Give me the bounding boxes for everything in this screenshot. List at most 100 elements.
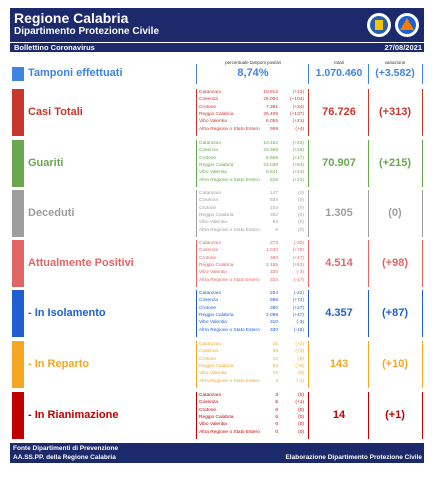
divider [422, 64, 423, 84]
bulletin-bar [10, 43, 424, 52]
title: Regione Calabria [14, 10, 129, 26]
divider [308, 290, 309, 337]
section-change: (+313) [378, 106, 412, 118]
region-change: (+17) [292, 155, 304, 161]
region-change: (-30) [293, 241, 304, 246]
region: Cosenza [199, 198, 218, 204]
section-change: (+87) [382, 307, 408, 319]
region-value: 6.055 [265, 119, 278, 125]
divider [196, 89, 197, 136]
tamponi-change: (+3.582) [375, 67, 415, 79]
divider [308, 64, 309, 84]
region: Vibo Valentia [199, 220, 227, 226]
divider [422, 190, 423, 237]
region: Altra Regione o Stato Estero [199, 177, 260, 183]
bulletin: Bollettino Coronavirus [14, 43, 95, 52]
divider [308, 190, 309, 237]
region-change: (+13) [292, 90, 304, 95]
region-change: (+1) [295, 400, 304, 406]
region-change: (0) [298, 371, 304, 377]
region-value: 94 [272, 220, 278, 226]
divider [308, 240, 309, 287]
region-value: 39 [272, 349, 278, 355]
section-label: Attualmente Positivi [28, 257, 134, 269]
region-value: 0 [275, 407, 278, 413]
section-label: Casi Totali [28, 106, 83, 118]
region-change: (+17) [292, 305, 304, 311]
region: Altra Regione o Stato Estero [199, 277, 260, 283]
region: Vibo Valentia [199, 371, 227, 377]
region-value: 320 [269, 270, 278, 276]
divider [196, 140, 197, 187]
section-marker [12, 290, 24, 337]
region: Vibo Valentia [199, 119, 227, 125]
region-value: 10 [272, 371, 278, 377]
region-value: 969 [269, 126, 278, 132]
region-value: 604 [269, 198, 278, 204]
region-value: 5 [275, 400, 278, 406]
section-change: (+215) [378, 157, 412, 169]
divider [368, 290, 369, 337]
region: Vibo Valentia [199, 170, 227, 176]
divider [422, 341, 423, 388]
divider [308, 392, 309, 439]
region-value: 0 [275, 422, 278, 428]
section-total: 76.726 [322, 106, 356, 118]
region-value: 10.462 [263, 141, 278, 146]
section-total: 70.907 [322, 157, 356, 169]
region: Crotone [199, 104, 217, 110]
divider [422, 140, 423, 187]
region: Vibo Valentia [199, 270, 227, 276]
section-marker [12, 190, 24, 237]
divider [308, 341, 309, 388]
divider [196, 341, 197, 388]
region-change: (+3) [295, 349, 304, 355]
section-marker [12, 140, 24, 187]
region: Reggio Calabria [199, 111, 234, 117]
section-label: - In Rianimazione [28, 409, 119, 421]
region: Vibo Valentia [199, 422, 227, 428]
tamponi-label: Tamponi effettuati [28, 67, 123, 79]
divider [196, 190, 197, 237]
region-change: (0) [298, 191, 304, 196]
region-change: (+24) [292, 170, 304, 176]
region: Catanzaro [199, 393, 222, 398]
divider [422, 392, 423, 439]
region-change: (0) [298, 205, 304, 211]
region-change: (+2) [295, 342, 304, 347]
region-value: 3 [275, 393, 278, 398]
divider [368, 89, 369, 136]
region: Catanzaro [199, 141, 222, 146]
section-change: (+98) [382, 257, 408, 269]
region: Catanzaro [199, 241, 222, 246]
region-change: (0) [298, 212, 304, 218]
region-change: (+26) [292, 148, 304, 154]
region: Crotone [199, 356, 217, 362]
col-percent: percentuale tamponi positivi [225, 60, 281, 65]
region-change: (0) [298, 414, 304, 420]
region: Cosenza [199, 148, 218, 154]
region-change: (-16) [293, 327, 304, 333]
region-change: (+84) [292, 162, 304, 168]
region-change: (0) [298, 393, 304, 398]
region-value: 6 [275, 414, 278, 420]
credit: Elaborazione Dipartimento Protezione Civ… [285, 454, 422, 461]
region-change: (+21) [292, 177, 304, 183]
region-value: 390 [269, 255, 278, 261]
region-change: (+6) [295, 363, 304, 369]
section-label: - In Isolamento [28, 307, 106, 319]
logos [367, 13, 419, 37]
region-change: (-32) [293, 291, 304, 296]
region-value: 254 [269, 291, 278, 296]
section-marker [12, 341, 24, 388]
region-value: 2.165 [265, 262, 278, 268]
source-1: Fonte Dipartimenti di Prevenzione [13, 445, 119, 452]
region-value: 102 [269, 205, 278, 211]
region-value: 273 [269, 241, 278, 246]
region-change: (+74) [292, 298, 304, 304]
region: Cosenza [199, 400, 218, 406]
region-change: (+47) [292, 312, 304, 318]
region-change: (-3) [296, 270, 304, 276]
divider [308, 89, 309, 136]
region-value: 26.405 [263, 111, 278, 117]
